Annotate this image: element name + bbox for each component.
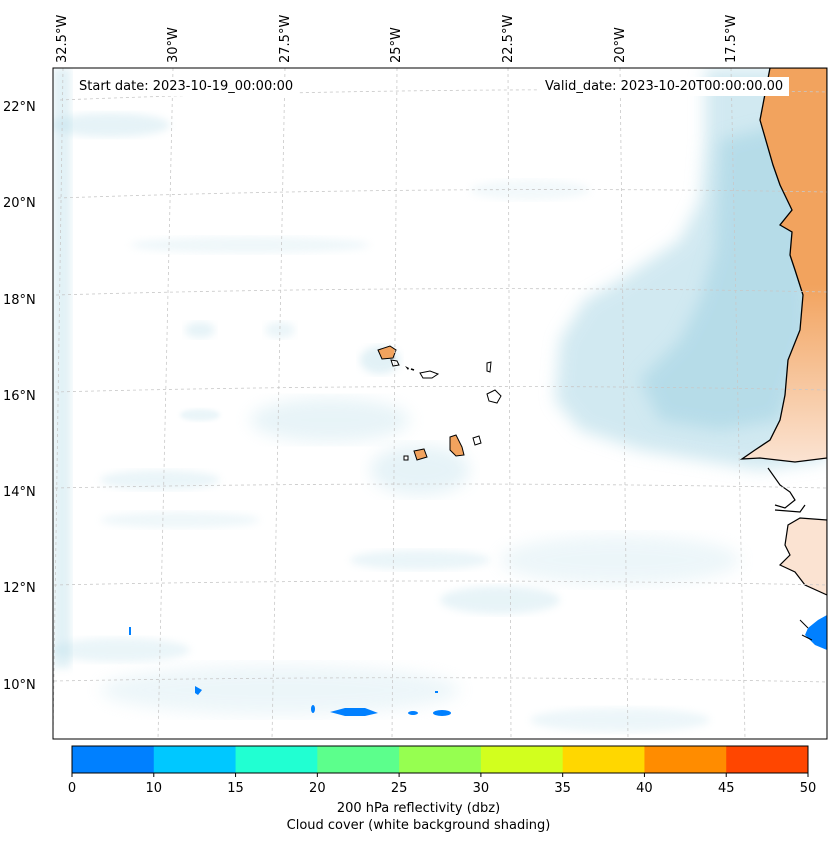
lat-label: 12°N <box>3 581 36 596</box>
lat-label: 16°N <box>3 389 36 404</box>
colorbar-frame <box>71 745 809 774</box>
lat-label: 18°N <box>3 293 36 308</box>
lon-label: 32.5°W <box>55 15 70 63</box>
colorbar-tick-label: 25 <box>390 781 408 796</box>
colorbar-title: 200 hPa reflectivity (dbz) <box>336 801 501 816</box>
reflectivity-patch-coast <box>805 615 827 650</box>
colorbar-segment <box>480 746 564 773</box>
lat-label: 22°N <box>3 100 36 115</box>
lat-label: 10°N <box>3 678 36 693</box>
map-area <box>53 68 827 739</box>
start-date-label: Start date: 2023-10-19_00:00:00 <box>73 77 300 96</box>
lon-label: 22.5°W <box>501 15 516 63</box>
west-africa-south-coast <box>778 517 827 596</box>
africa-coast-land <box>739 68 827 463</box>
colorbar-tick-label: 45 <box>717 781 735 796</box>
lon-label: 25°W <box>389 27 404 63</box>
colorbar-segment <box>644 746 727 773</box>
lon-label: 17.5°W <box>724 15 739 63</box>
graticule <box>53 68 827 739</box>
lon-label: 27.5°W <box>278 15 293 63</box>
lon-label: 30°W <box>166 27 181 63</box>
colorbar-tick-label: 15 <box>227 781 244 796</box>
longitude-labels: 32.5°W 30°W 27.5°W 25°W 22.5°W 20°W 17.5… <box>55 15 739 63</box>
lat-label: 14°N <box>3 485 36 500</box>
colorbar-segment <box>399 746 482 773</box>
colorbar-tick-label: 35 <box>554 781 571 796</box>
cape-verde-islands <box>377 345 502 461</box>
colorbar-segment <box>562 746 645 773</box>
colorbar <box>71 746 809 777</box>
colorbar-tick-label: 0 <box>67 781 77 796</box>
colorbar-tick-label: 30 <box>472 781 490 796</box>
colorbar-segment <box>72 746 155 773</box>
colorbar-segment <box>726 746 809 773</box>
colorbar-tick-label: 50 <box>799 781 817 796</box>
colorbar-tick-label: 20 <box>309 781 326 796</box>
colorbar-segment <box>235 746 318 773</box>
valid-date-label: Valid_date: 2023-10-20T00:00:00.00 <box>539 77 790 96</box>
lat-label: 20°N <box>3 196 36 211</box>
colorbar-segment <box>153 746 237 773</box>
reflectivity-patches <box>129 627 451 716</box>
colorbar-tick-label: 40 <box>636 781 653 796</box>
colorbar-subtitle: Cloud cover (white background shading) <box>286 818 551 833</box>
latitude-labels: 22°N 20°N 18°N 16°N 14°N 12°N 10°N <box>3 100 36 693</box>
colorbar-segment <box>317 746 400 773</box>
map-frame <box>52 67 828 740</box>
lon-label: 20°W <box>613 27 628 63</box>
cloud-cover-shading <box>53 68 827 732</box>
colorbar-tick-label: 10 <box>145 781 163 796</box>
